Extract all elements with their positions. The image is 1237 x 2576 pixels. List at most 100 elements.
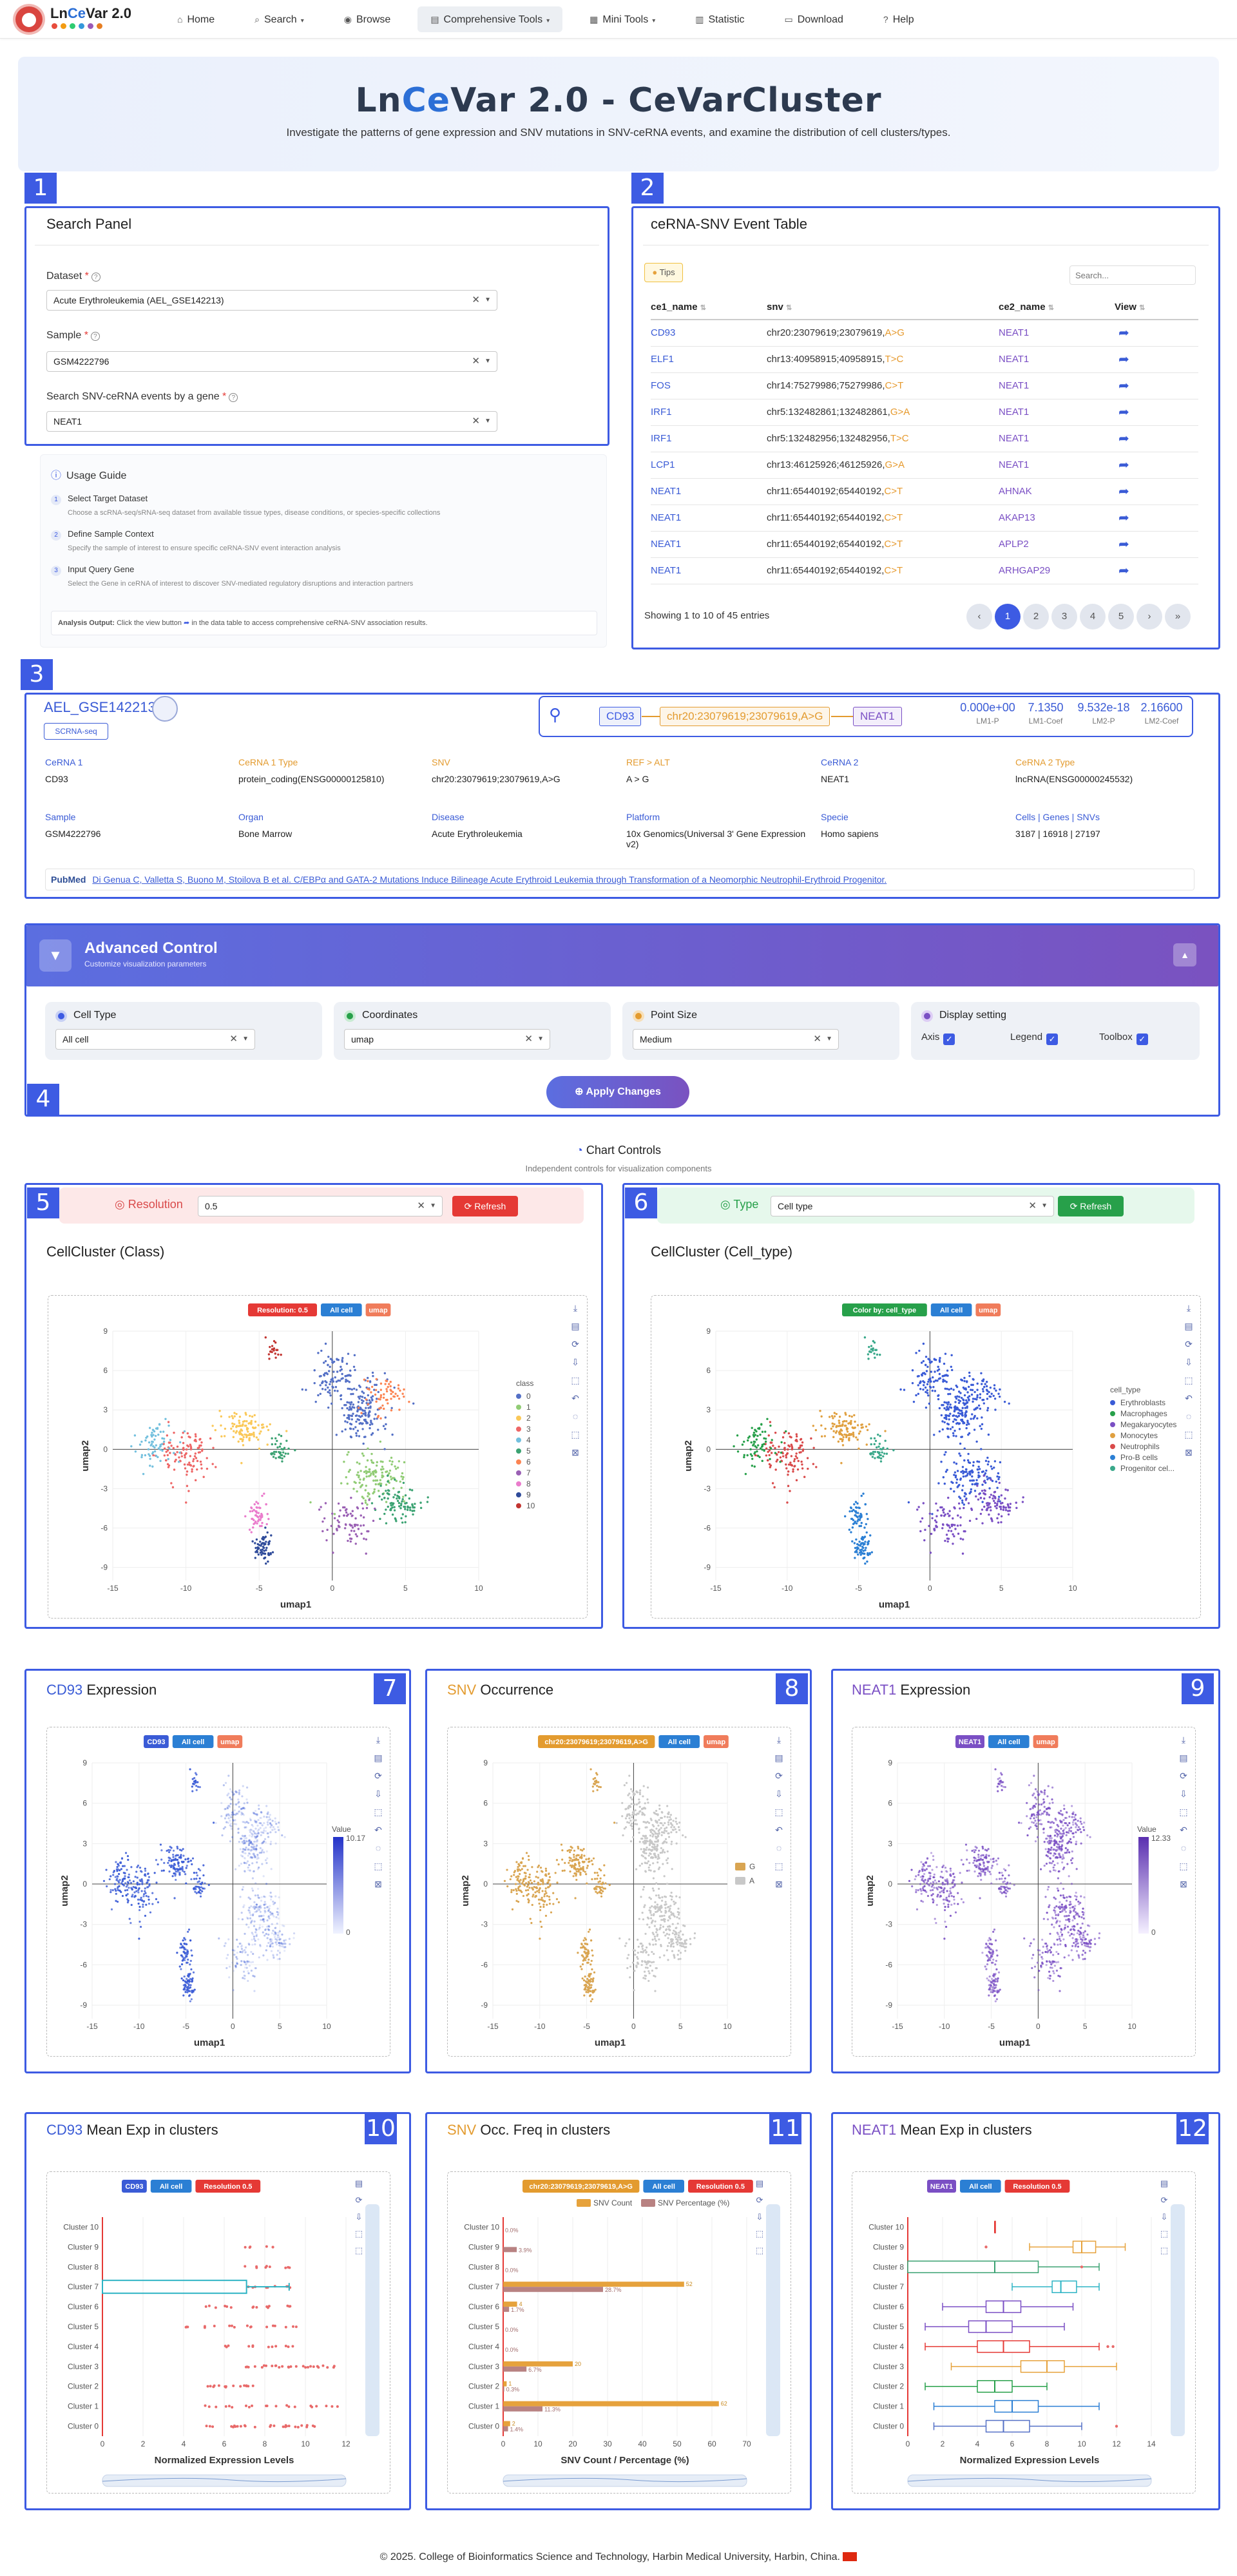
scatter-point bbox=[595, 1772, 598, 1774]
pointsize-select[interactable]: Medium ✕ ▼ bbox=[633, 1029, 839, 1050]
gene-select[interactable]: NEAT1 ✕ ▼ bbox=[46, 411, 497, 432]
nav-download[interactable]: ▭ Download bbox=[784, 14, 843, 25]
col-view[interactable]: View ⇅ bbox=[1115, 295, 1198, 320]
scatter-point bbox=[955, 1478, 959, 1481]
ce1-link[interactable]: IRF1 bbox=[651, 425, 767, 452]
scatter-point bbox=[267, 1905, 269, 1908]
scatter-point bbox=[649, 1829, 652, 1832]
nav-mini-tools[interactable]: ▦ Mini Tools ▾ bbox=[590, 14, 656, 25]
scatter-point bbox=[144, 1454, 147, 1457]
coordinates-select[interactable]: umap ✕ ▼ bbox=[344, 1029, 550, 1050]
scatter-point bbox=[597, 1781, 599, 1783]
view-share-icon[interactable]: ➦ bbox=[1115, 372, 1198, 399]
nav-statistic[interactable]: ▥ Statistic bbox=[695, 14, 745, 25]
ce2-link[interactable]: NEAT1 bbox=[999, 372, 1115, 399]
scatter-point bbox=[251, 1856, 253, 1860]
page-button[interactable]: 4 bbox=[1080, 604, 1106, 630]
ce2-link[interactable]: NEAT1 bbox=[999, 346, 1115, 373]
ce2-link[interactable]: NEAT1 bbox=[999, 399, 1115, 426]
nav-help[interactable]: ? Help bbox=[883, 14, 914, 25]
scatter-point bbox=[368, 1468, 371, 1471]
ce2-link[interactable]: NEAT1 bbox=[999, 452, 1115, 479]
scatter-point bbox=[633, 1813, 635, 1816]
scatter-point bbox=[251, 1914, 254, 1917]
ce1-link[interactable]: NEAT1 bbox=[651, 505, 767, 532]
page-button[interactable]: ‹ bbox=[966, 604, 992, 630]
scatter-point bbox=[946, 1427, 949, 1430]
ce2-link[interactable]: AHNAK bbox=[999, 478, 1115, 505]
view-share-icon[interactable]: ➦ bbox=[1115, 399, 1198, 426]
collapse-button[interactable]: ▲ bbox=[1173, 943, 1196, 966]
scatter-point bbox=[225, 1815, 227, 1818]
scatter-point bbox=[127, 1858, 129, 1861]
view-share-icon[interactable]: ➦ bbox=[1115, 531, 1198, 558]
page-button[interactable]: › bbox=[1136, 604, 1162, 630]
view-share-icon[interactable]: ➦ bbox=[1115, 425, 1198, 452]
view-share-icon[interactable]: ➦ bbox=[1115, 452, 1198, 479]
tips-button[interactable]: ● Tips bbox=[644, 263, 683, 282]
apply-changes-button[interactable]: ⊕ Apply Changes bbox=[546, 1076, 689, 1108]
scatter-point bbox=[373, 1490, 376, 1494]
y-tick-label: -9 bbox=[885, 2001, 892, 2010]
legend-checkbox[interactable]: Legend ✓ bbox=[1010, 1032, 1059, 1045]
ce1-link[interactable]: NEAT1 bbox=[651, 557, 767, 584]
scatter-point bbox=[747, 1436, 750, 1439]
view-share-icon[interactable]: ➦ bbox=[1115, 557, 1198, 584]
ce1-link[interactable]: IRF1 bbox=[651, 399, 767, 426]
page-button[interactable]: 3 bbox=[1051, 604, 1077, 630]
celltype-select[interactable]: All cell ✕ ▼ bbox=[55, 1029, 255, 1050]
page-button[interactable]: 5 bbox=[1108, 604, 1134, 630]
app-logo[interactable] bbox=[13, 4, 45, 35]
view-share-icon[interactable]: ➦ bbox=[1115, 346, 1198, 373]
scatter-point bbox=[184, 1456, 186, 1459]
toolbox-checkbox[interactable]: Toolbox ✓ bbox=[1099, 1032, 1148, 1045]
refresh-button-5[interactable]: ⟳ Refresh bbox=[452, 1196, 518, 1216]
col-snv[interactable]: snv ⇅ bbox=[767, 295, 999, 320]
scatter-point bbox=[332, 1370, 335, 1373]
scatter-point bbox=[244, 1949, 246, 1952]
scatter-point bbox=[856, 1502, 859, 1505]
legend-label: Pro-B cells bbox=[1120, 1453, 1158, 1462]
nav-search[interactable]: ⌕ Search ▾ bbox=[254, 14, 304, 25]
ce2-link[interactable]: ARHGAP29 bbox=[999, 557, 1115, 584]
ce2-link[interactable]: APLP2 bbox=[999, 531, 1115, 558]
page-button[interactable]: » bbox=[1165, 604, 1191, 630]
ce1-link[interactable]: FOS bbox=[651, 372, 767, 399]
view-share-icon[interactable]: ➦ bbox=[1115, 320, 1198, 347]
view-share-icon[interactable]: ➦ bbox=[1115, 478, 1198, 505]
ce1-link[interactable]: LCP1 bbox=[651, 452, 767, 479]
brand-name[interactable]: LnCeVar 2.0 bbox=[50, 5, 131, 21]
col-ce2[interactable]: ce2_name ⇅ bbox=[999, 295, 1115, 320]
dataset-select[interactable]: Acute Erythroleukemia (AEL_GSE142213) ✕ ▼ bbox=[46, 290, 497, 311]
ce1-link[interactable]: NEAT1 bbox=[651, 478, 767, 505]
axis-checkbox[interactable]: Axis ✓ bbox=[921, 1032, 955, 1045]
ce1-link[interactable]: NEAT1 bbox=[651, 531, 767, 558]
view-share-icon[interactable]: ➦ bbox=[1115, 505, 1198, 532]
resolution-select[interactable]: 0.5 ✕ ▼ bbox=[198, 1196, 443, 1216]
refresh-button-6[interactable]: ⟳ Refresh bbox=[1058, 1196, 1124, 1216]
scatter-point bbox=[387, 1489, 390, 1492]
nav-comprehensive-tools[interactable]: ▤ Comprehensive Tools ▾ bbox=[417, 6, 563, 32]
scatter-point bbox=[750, 1441, 753, 1444]
type-select[interactable]: Cell type ✕ ▼ bbox=[771, 1196, 1054, 1216]
nav-browse[interactable]: ◉ Browse bbox=[343, 14, 391, 25]
page-button[interactable]: 2 bbox=[1023, 604, 1049, 630]
scatter-point bbox=[318, 1508, 321, 1511]
table-search-input[interactable] bbox=[1069, 265, 1196, 285]
ce2-link[interactable]: NEAT1 bbox=[999, 425, 1115, 452]
dataset-label: Dataset *? bbox=[46, 271, 101, 282]
ce2-link[interactable]: NEAT1 bbox=[999, 320, 1115, 347]
scatter-point bbox=[1071, 1937, 1074, 1939]
col-ce1[interactable]: ce1_name ⇅ bbox=[651, 295, 767, 320]
scatter-point bbox=[1063, 1915, 1066, 1918]
nav-home[interactable]: ⌂ Home bbox=[177, 14, 215, 25]
publication-link[interactable]: Di Genua C, Valletta S, Buono M, Stoilov… bbox=[92, 874, 887, 885]
sample-select[interactable]: GSM4222796 ✕ ▼ bbox=[46, 351, 497, 372]
scatter-point bbox=[664, 1901, 667, 1903]
scatter-point bbox=[967, 1385, 970, 1389]
scatter-point bbox=[936, 1509, 939, 1512]
ce2-link[interactable]: AKAP13 bbox=[999, 505, 1115, 532]
ce1-link[interactable]: CD93 bbox=[651, 320, 767, 347]
page-button[interactable]: 1 bbox=[995, 604, 1021, 630]
ce1-link[interactable]: ELF1 bbox=[651, 346, 767, 373]
